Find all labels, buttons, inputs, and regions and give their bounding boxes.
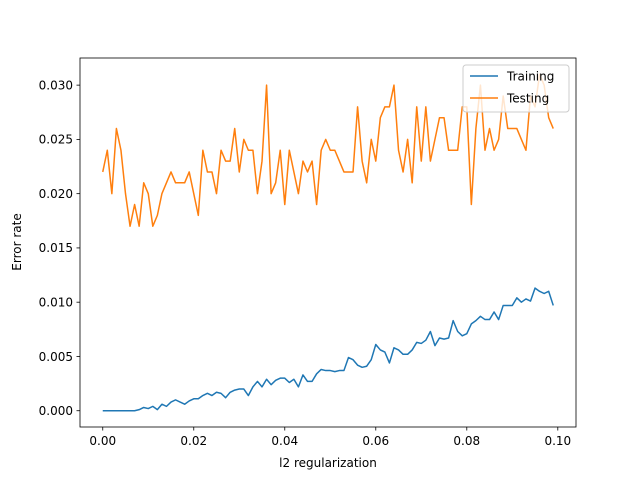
- x-tick-label: 0.08: [453, 434, 480, 448]
- y-tick-label: 0.005: [39, 350, 73, 364]
- x-tick-label: 0.06: [362, 434, 389, 448]
- x-axis-ticks: 0.00 0.02 0.04 0.06 0.08 0.10: [89, 427, 571, 448]
- x-tick-label: 0.10: [544, 434, 571, 448]
- legend: Training Testing: [462, 64, 570, 113]
- plot-area-frame: [79, 57, 577, 428]
- y-tick-label: 0.015: [39, 241, 73, 255]
- y-tick-label: 0.025: [39, 133, 73, 147]
- legend-label-training: Training: [506, 70, 554, 84]
- series-line-training: [102, 287, 554, 412]
- x-tick-label: 0.00: [89, 434, 116, 448]
- y-tick-label: 0.000: [39, 404, 73, 418]
- y-axis-ticks: 0.000 0.005 0.010 0.015 0.020 0.025 0.030: [39, 78, 80, 418]
- y-axis-label: Error rate: [10, 213, 24, 270]
- y-tick-label: 0.010: [39, 295, 73, 309]
- legend-label-testing: Testing: [506, 92, 549, 106]
- x-tick-label: 0.04: [271, 434, 298, 448]
- x-tick-label: 0.02: [180, 434, 207, 448]
- y-tick-label: 0.020: [39, 187, 73, 201]
- y-tick-label: 0.030: [39, 78, 73, 92]
- x-axis-label: l2 regularization: [279, 456, 377, 470]
